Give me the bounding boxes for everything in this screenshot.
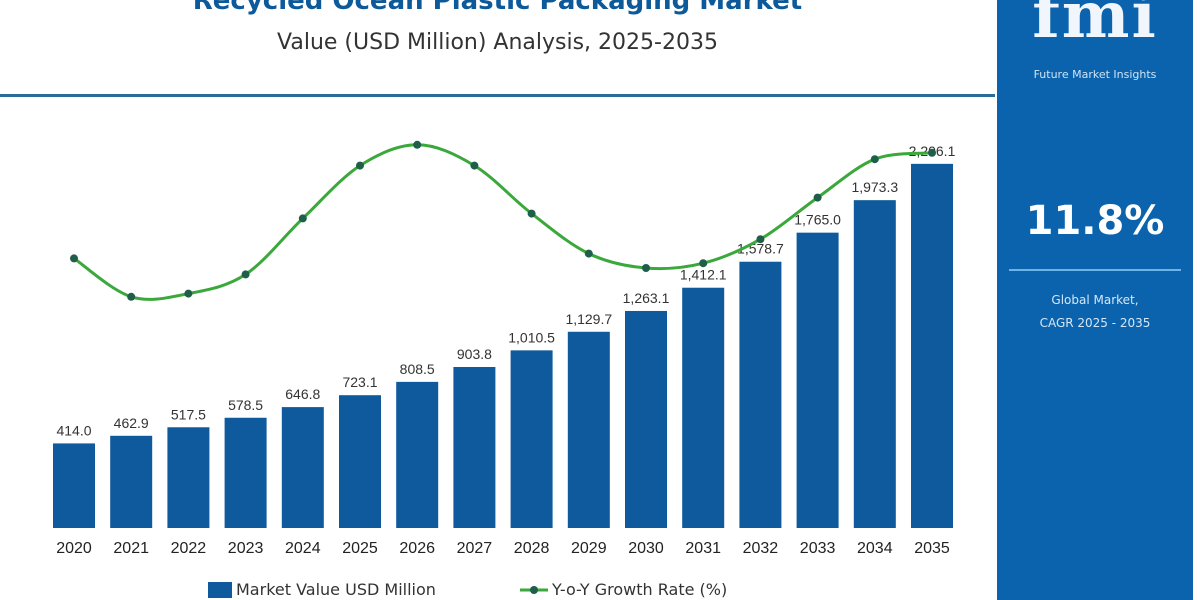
x-tick-label: 2034 [857,540,893,557]
bar [739,261,782,528]
bar-value-label: 1,765.0 [794,212,841,228]
bar [53,443,95,528]
x-tick-label: 2030 [628,540,664,557]
x-tick-label: 2026 [399,540,435,557]
x-tick-label: 2022 [171,540,207,557]
header-divider [0,94,995,97]
bar-value-label: 1,129.7 [565,311,612,327]
growth-point [527,209,536,218]
bar-value-label: 578.5 [228,397,263,413]
bar [625,310,667,528]
brand-logo: fmi [1032,0,1158,53]
bar [167,427,210,528]
chart-subtitle: Value (USD Million) Analysis, 2025-2035 [277,30,718,55]
bar-value-label: 1,010.5 [508,329,555,345]
growth-line [73,143,933,301]
bar-value-label: 903.8 [457,346,492,362]
bar [510,350,553,528]
growth-point [356,161,364,170]
x-tick-label: 2033 [800,540,836,557]
legend-item-growth-rate: Y-o-Y Growth Rate (%) [520,580,727,599]
growth-point [127,292,136,301]
bar-value-label: 414.0 [56,422,91,438]
legend-item-market-value: Market Value USD Million [208,580,436,599]
bar-value-label: 517.5 [171,406,206,422]
side-panel: fmi Future Market Insights 11.8% Global … [997,0,1193,600]
growth-point [584,249,593,258]
x-tick-label: 2025 [342,540,378,557]
legend-label: Market Value USD Million [236,580,436,599]
x-tick-label: 2021 [113,540,149,557]
growth-point [699,259,708,268]
x-tick-label: 2024 [285,540,321,557]
growth-point [70,254,78,263]
bar [224,417,267,528]
bar-value-label: 462.9 [114,415,149,431]
legend-bar-swatch [208,581,232,598]
growth-point [184,289,193,298]
growth-point [756,235,765,244]
bar-value-label: 808.5 [400,361,435,377]
x-tick-label: 2029 [571,540,607,557]
x-tick-label: 2032 [743,540,779,557]
bar [911,163,953,529]
growth-point [928,148,936,157]
bar [796,232,839,528]
x-tick-label: 2023 [228,540,264,557]
x-tick-label: 2028 [514,540,550,557]
chart-plot: 414.0 2020 462.9 2021 517.5 2022 578.5 2023 646.… [53,140,956,557]
growth-point [413,140,422,149]
cagr-period: CAGR 2025 - 2035 [1039,316,1151,330]
x-tick-label: 2027 [457,540,493,557]
brand-subtitle: Future Market Insights [1033,68,1157,81]
bar-value-label: 1,973.3 [851,179,898,195]
growth-point [470,161,479,170]
panel-divider [1009,269,1181,271]
bar [453,367,496,528]
legend-line-swatch [520,585,548,594]
bar-value-label: 646.8 [285,386,320,402]
growth-point [813,193,822,202]
bar [567,331,610,528]
growth-point [298,214,307,223]
bar-value-label: 1,263.1 [623,290,670,306]
bar [682,287,725,528]
bar [853,200,896,528]
legend-label: Y-o-Y Growth Rate (%) [552,580,728,599]
growth-point [870,155,879,164]
cagr-label: Global Market, [1051,293,1139,307]
bar-value-label: 1,412.1 [680,267,727,283]
bar [110,435,153,528]
x-tick-label: 2035 [914,540,950,557]
bar [281,407,324,528]
chart-title: Recycled Ocean Plastic Packaging Market [192,0,803,16]
growth-point [241,270,250,279]
bar [339,395,381,528]
growth-point [642,264,650,272]
cagr-value: 11.8% [1025,198,1165,244]
x-tick-label: 2020 [56,540,92,557]
x-tick-label: 2031 [685,540,721,557]
bar [396,381,439,528]
bar-value-label: 723.1 [342,374,377,390]
